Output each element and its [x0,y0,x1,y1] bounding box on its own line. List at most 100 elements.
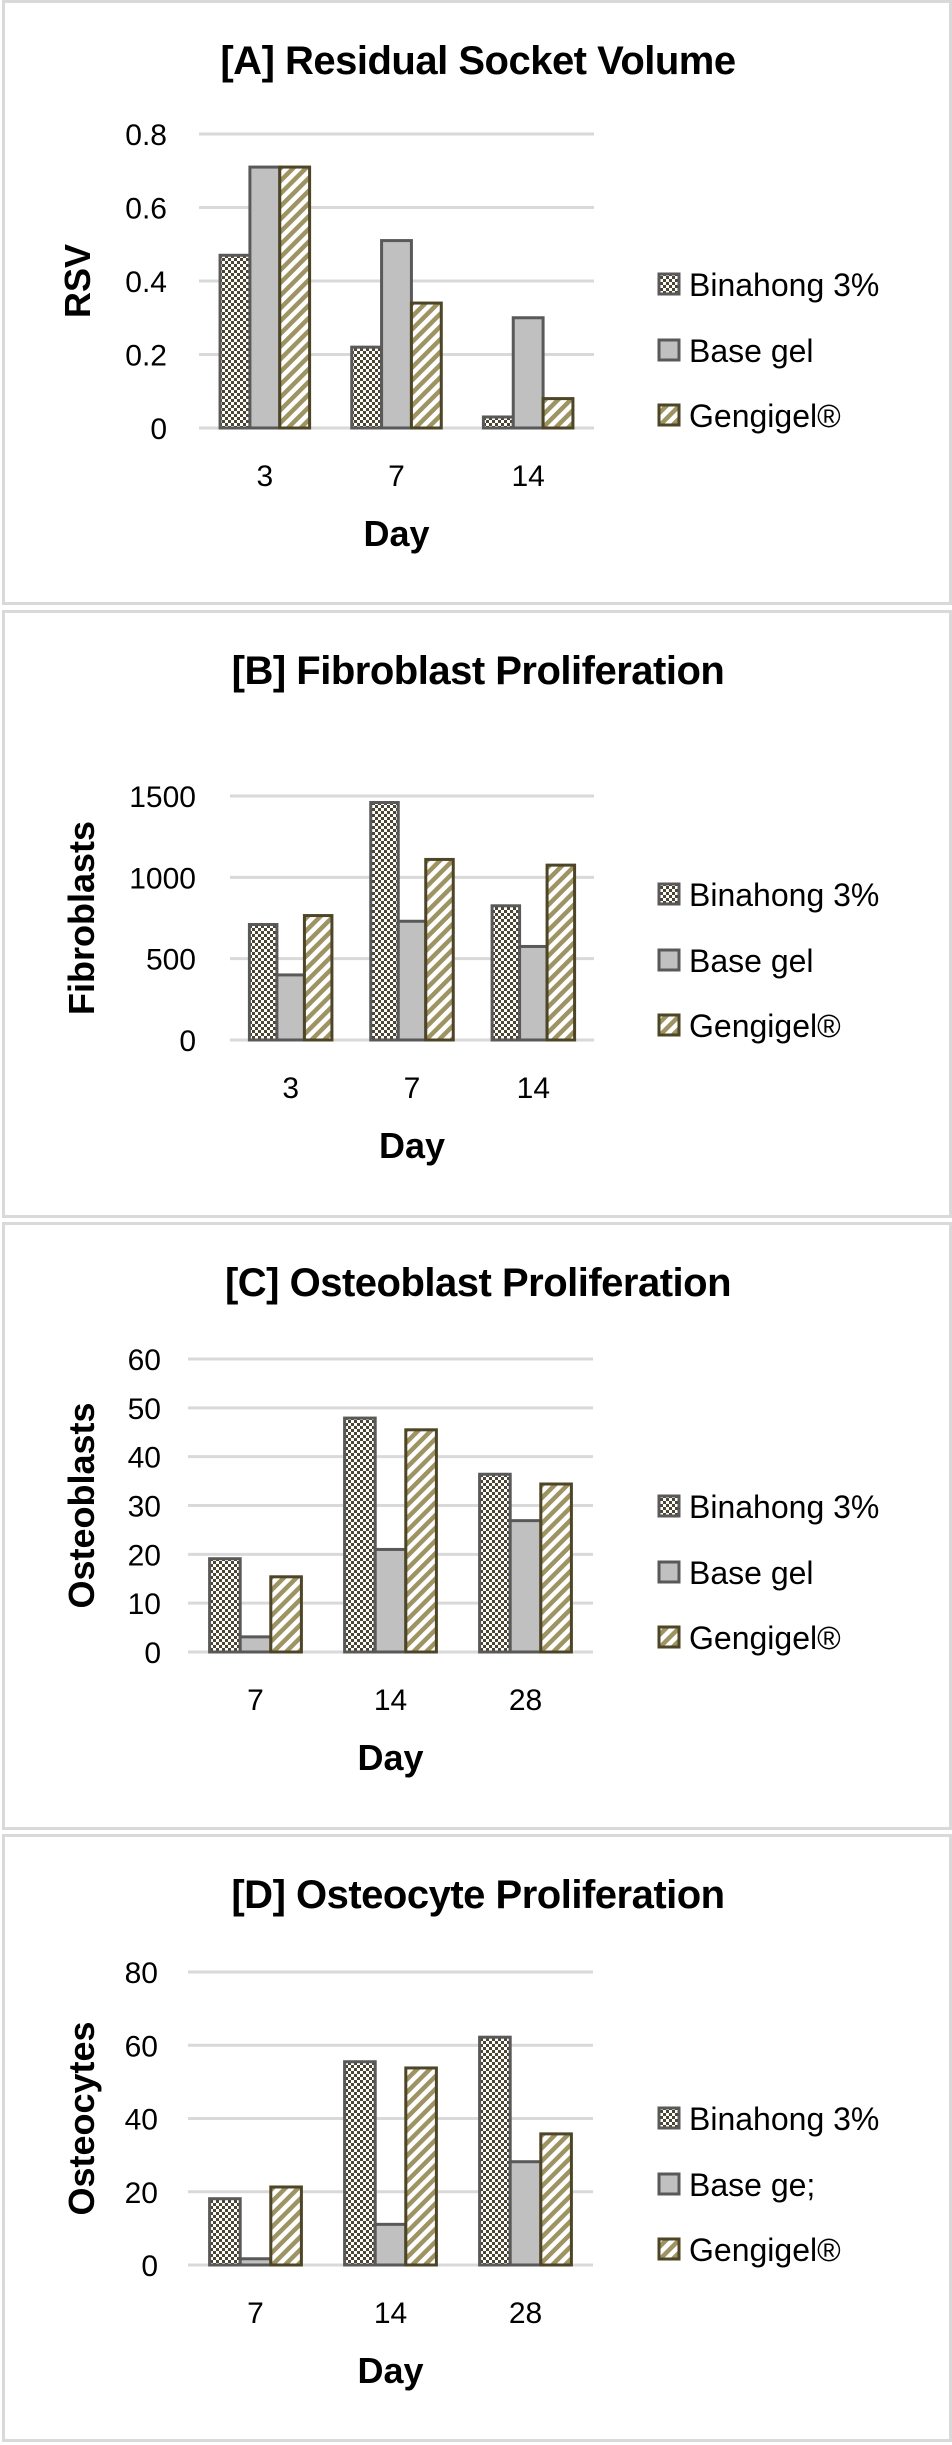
x-tick-label: 14 [374,1684,407,1717]
y-tick-label: 20 [125,2177,158,2210]
y-tick-label: 0 [144,1637,161,1670]
bar-base-ge-day-14 [373,2222,408,2267]
bar-gengigel-day-3 [302,914,334,1042]
bar-base-ge-day-7 [238,2257,273,2267]
chart-title: [C] Osteoblast Proliferation [225,1261,731,1305]
panel-b: [B] Fibroblast Proliferation 0 500 1000 1500… [2,610,952,1218]
y-tick-label: 30 [128,1491,161,1524]
y-tick-label: 40 [128,1442,161,1475]
bar-binahong-3-day-3 [218,253,252,430]
legend-label: Base gel [689,1555,814,1591]
legend-item: Base gel [657,333,814,369]
legend-item: Base gel [657,1555,814,1591]
legend-swatch-binahong-3 [657,272,681,296]
legend-label: Binahong 3% [689,267,879,303]
legend-label: Binahong 3% [689,877,879,913]
legend-swatch-base-gel [657,338,681,362]
y-tick-label: 500 [146,944,196,977]
x-tick-label: 3 [256,460,273,493]
bar-base-ge-day-28 [508,2160,543,2267]
legend-label: Base gel [689,333,814,369]
y-tick-label: 40 [125,2104,158,2137]
x-tick-label: 3 [282,1072,299,1105]
bar-gengigel-day-7 [269,2185,303,2267]
x-tick-label: 28 [509,2297,542,2330]
legend-swatch-gengigel [657,2237,681,2261]
bar-binahong-3-day-14 [490,904,522,1042]
legend-item: Base ge; [657,2167,815,2203]
bar-binahong-3-day-7 [208,2197,242,2267]
legend-label: Gengigel® [689,1620,841,1656]
chart-c: [C] Osteoblast Proliferation 0 10 20 30 40 50 6… [61,1261,879,1778]
x-tick-label: 14 [517,1072,550,1105]
legend-label: Binahong 3% [689,1489,879,1525]
bar-gengigel-day-14 [404,2066,438,2267]
legend-item: Binahong 3% [657,877,879,913]
legend-swatch-binahong-3 [657,2106,681,2130]
y-axis-label: RSV [57,244,98,318]
legend-item: Binahong 3% [657,1489,879,1525]
legend-label: Gengigel® [689,398,841,434]
chart-d: [D] Osteocyte Proliferation 0 20 40 60 80 Oste… [61,1873,879,2391]
bar-gengigel-day-7 [424,857,455,1042]
y-axis-label: Osteoblasts [61,1402,102,1608]
y-tick-label: 10 [128,1588,161,1621]
legend-label: Binahong 3% [689,2101,879,2137]
chart-a: [A] Residual Socket Volume 0 0.2 0.4 0.6 0.8 R… [57,39,879,554]
panel-a: [A] Residual Socket Volume 0 0.2 0.4 0.6 0.8 R… [2,0,952,605]
bar-gengigel-day-7 [409,301,443,430]
x-tick-label: 7 [404,1072,421,1105]
x-axis-label: Day [357,2350,423,2391]
legend-swatch-binahong-3 [657,1494,681,1518]
y-tick-label: 0.8 [125,119,167,152]
bar-base-gel-day-7 [238,1635,273,1654]
x-tick-label: 28 [509,1684,542,1717]
y-tick-label: 60 [125,2030,158,2063]
bar-gengigel-day-3 [278,165,312,430]
legend-swatch-base-gel [657,1560,681,1584]
y-tick-label: 0 [179,1025,196,1058]
y-tick-label: 1000 [129,862,196,895]
y-tick-label: 0.4 [125,266,167,299]
bar-base-gel-day-7 [380,239,413,430]
bar-binahong-3-day-7 [208,1557,242,1654]
bar-gengigel-day-28 [539,1482,573,1654]
bar-gengigel-day-14 [545,863,577,1042]
legend-label: Base ge; [689,2167,815,2203]
bar-base-gel-day-14 [373,1547,408,1654]
panel-c: [C] Osteoblast Proliferation 0 10 20 30 40 50 6… [2,1222,952,1830]
y-tick-label: 1500 [129,781,196,814]
y-tick-label: 0.6 [125,193,167,226]
y-axis-label: Osteocytes [61,2021,102,2215]
bar-binahong-3-day-7 [350,345,384,430]
bar-base-gel-day-14 [518,944,549,1042]
y-tick-label: 60 [128,1344,161,1377]
y-tick-label: 0 [150,413,167,446]
bar-binahong-3-day-28 [478,2035,512,2267]
y-axis-label: Fibroblasts [61,821,102,1015]
legend-item: Gengigel® [657,1008,841,1044]
bar-binahong-3-day-7 [369,801,400,1042]
chart-b: [B] Fibroblast Proliferation 0 500 1000 1500… [61,649,879,1166]
y-tick-label: 20 [128,1539,161,1572]
x-axis-label: Day [363,513,429,554]
legend-item: Gengigel® [657,398,841,434]
legend-item: Binahong 3% [657,2101,879,2137]
y-tick-label: 80 [125,1957,158,1990]
bar-base-gel-day-3 [275,973,306,1042]
bar-binahong-3-day-28 [478,1472,512,1654]
legend-swatch-base-gel [657,948,681,972]
bar-gengigel-day-14 [404,1428,438,1654]
legend-item: Gengigel® [657,2232,841,2268]
chart-title: [D] Osteocyte Proliferation [231,1873,724,1917]
x-axis-label: Day [379,1125,445,1166]
bar-binahong-3-day-14 [343,2060,377,2267]
bar-gengigel-day-28 [539,2132,573,2267]
legend-label: Gengigel® [689,1008,841,1044]
bar-base-gel-day-7 [396,919,428,1042]
legend-item: Base gel [657,943,814,979]
bar-base-gel-day-28 [508,1519,543,1654]
legend-swatch-binahong-3 [657,882,681,906]
legend-swatch-base-ge [657,2172,681,2196]
y-tick-label: 50 [128,1393,161,1426]
